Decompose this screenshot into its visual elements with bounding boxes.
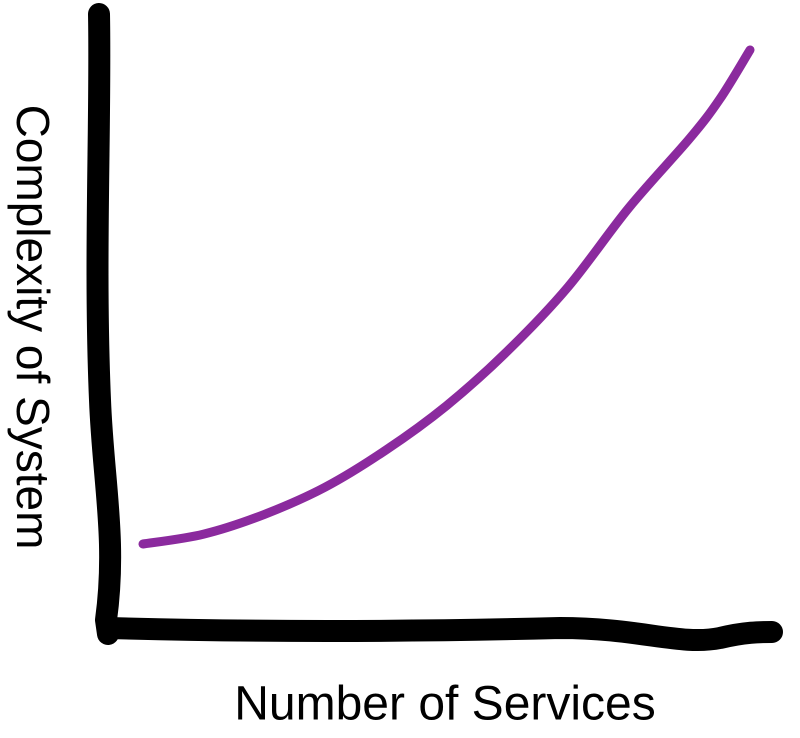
y-axis bbox=[86, 3, 122, 645]
series-line-0 bbox=[138, 45, 755, 549]
x-axis-label: Number of Services bbox=[234, 677, 656, 731]
y-axis-label: Complexity of System bbox=[7, 104, 59, 550]
series-layer bbox=[138, 45, 755, 549]
x-axis bbox=[97, 617, 783, 652]
